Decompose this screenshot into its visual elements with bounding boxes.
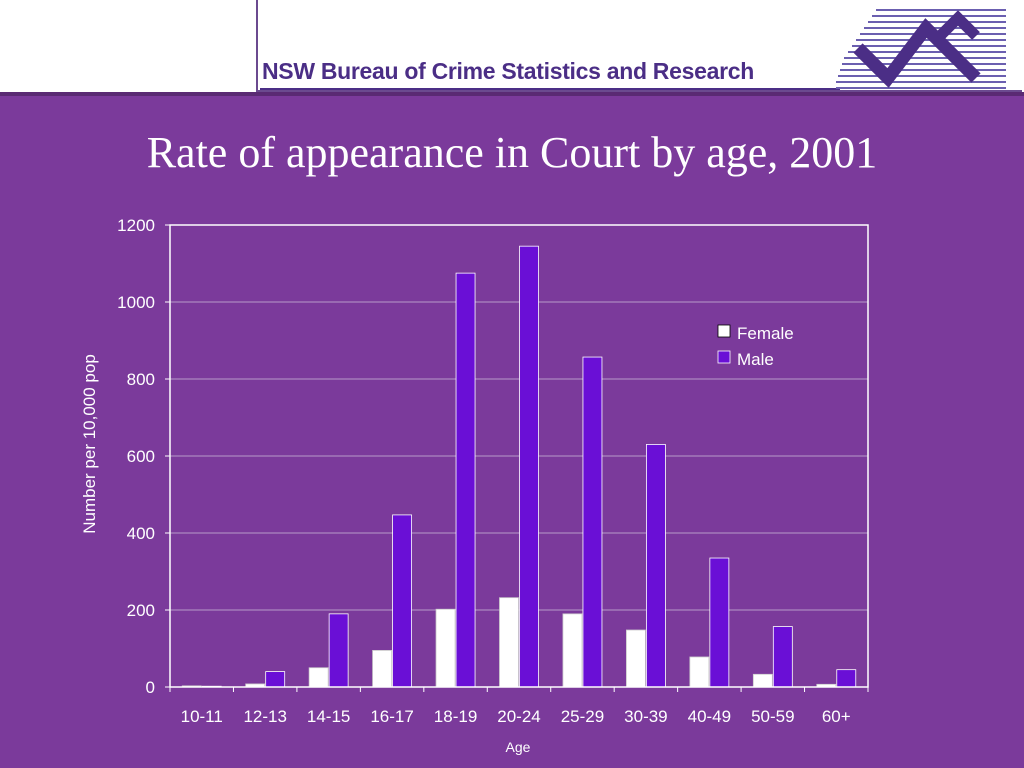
bar-male-25-29 — [582, 356, 603, 688]
x-tick-label: 10-11 — [181, 707, 223, 726]
bar-male-30-39 — [646, 444, 666, 688]
bar-male-16-17 — [392, 514, 412, 688]
bureau-logo-icon — [836, 9, 1006, 89]
bar-male-50-59 — [772, 626, 793, 688]
y-tick-label: 800 — [127, 370, 155, 389]
y-tick-label: 1000 — [117, 293, 155, 312]
x-tick-label: 50-59 — [751, 707, 794, 726]
bar-female-30-39 — [626, 629, 646, 688]
y-tick-label: 600 — [127, 447, 155, 466]
bar-male-40-49 — [709, 557, 730, 688]
axes: 0 200 400 600 800 1000 1200 10-11 12-13 14-15 16-1… — [117, 216, 869, 726]
bar-male-20-24 — [519, 245, 539, 688]
x-tick-label: 18-19 — [434, 707, 477, 726]
x-tick-label: 60+ — [822, 707, 851, 726]
legend-swatch-female — [717, 324, 731, 338]
y-axis-title: Number per 10,000 pop — [80, 354, 99, 534]
x-tick-label: 20-24 — [497, 707, 540, 726]
legend: Female Male — [717, 324, 794, 369]
x-axis-title: Age — [506, 739, 531, 755]
x-tick-label: 40-49 — [688, 707, 731, 726]
organization-name: NSW Bureau of Crime Statistics and Resea… — [262, 58, 754, 84]
bar-female-40-49 — [689, 656, 710, 688]
organization-underline — [260, 88, 840, 90]
bars — [181, 245, 857, 688]
y-tick-label: 1200 — [117, 216, 155, 235]
bar-female-14-15 — [308, 667, 329, 688]
bar-male-14-15 — [328, 613, 349, 688]
header-shadow — [0, 92, 1024, 96]
bar-male-18-19 — [455, 272, 476, 688]
grid-lines — [170, 301, 868, 611]
y-tick-label: 200 — [127, 601, 155, 620]
bar-male-12-13 — [265, 671, 286, 688]
x-tick-label: 14-15 — [307, 707, 350, 726]
chart-title: Rate of appearance in Court by age, 2001 — [146, 128, 878, 177]
bar-female-18-19 — [435, 608, 456, 688]
x-tick-label: 30-39 — [624, 707, 667, 726]
x-tick-label: 25-29 — [561, 707, 604, 726]
bar-female-25-29 — [562, 613, 583, 688]
bar-male-60+ — [836, 669, 857, 688]
bar-female-20-24 — [499, 597, 519, 688]
legend-label-female: Female — [737, 324, 794, 343]
x-tick-label: 16-17 — [370, 707, 413, 726]
legend-swatch-male — [717, 350, 731, 364]
y-tick-label: 400 — [127, 524, 155, 543]
x-tick-label: 12-13 — [243, 707, 286, 726]
legend-label-male: Male — [737, 350, 774, 369]
bar-female-50-59 — [752, 673, 773, 688]
bar-female-16-17 — [372, 650, 392, 688]
y-tick-label: 0 — [146, 678, 155, 697]
